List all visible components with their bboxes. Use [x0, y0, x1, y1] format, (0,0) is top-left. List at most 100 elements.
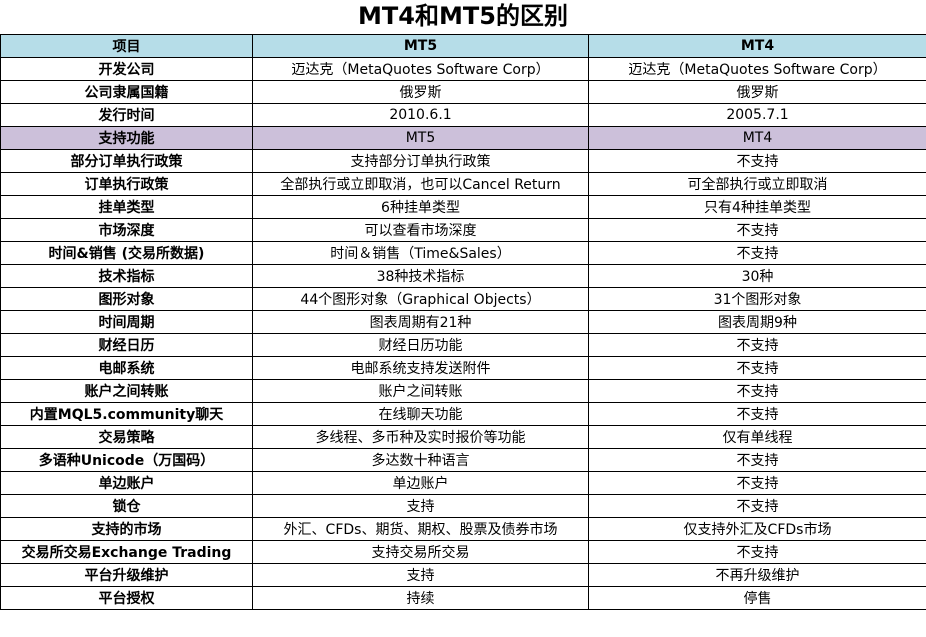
mt4-cell: 可全部执行或立即取消: [588, 172, 926, 196]
mt4-cell: 只有4种挂单类型: [588, 195, 926, 219]
row-label: 挂单类型: [0, 195, 253, 219]
mt5-cell: 电邮系统支持发送附件: [252, 356, 589, 380]
row-label: 多语种Unicode（万国码）: [0, 448, 253, 472]
mt4-cell: 不支持: [588, 356, 926, 380]
header-mt4: MT4: [588, 34, 926, 58]
mt4-cell: 不支持: [588, 494, 926, 518]
mt4-cell: 2005.7.1: [588, 103, 926, 127]
row-label: 账户之间转账: [0, 379, 253, 403]
mt4-cell: 不支持: [588, 241, 926, 265]
mt5-cell: 多达数十种语言: [252, 448, 589, 472]
mt5-cell: 支持: [252, 563, 589, 587]
row-label: 开发公司: [0, 57, 253, 81]
row-label: 订单执行政策: [0, 172, 253, 196]
table-row: 多语种Unicode（万国码） 多达数十种语言 不支持: [0, 448, 926, 472]
row-label: 公司隶属国籍: [0, 80, 253, 104]
mt4-cell: 30种: [588, 264, 926, 288]
row-label: 财经日历: [0, 333, 253, 357]
table-row: 开发公司 迈达克（MetaQuotes Software Corp） 迈达克（Met…: [0, 57, 926, 81]
mt4-cell: 不支持: [588, 402, 926, 426]
row-label: 时间周期: [0, 310, 253, 334]
table-row: 部分订单执行政策 支持部分订单执行政策 不支持: [0, 149, 926, 173]
table-row: 市场深度 可以查看市场深度 不支持: [0, 218, 926, 242]
table-row: 财经日历 财经日历功能 不支持: [0, 333, 926, 357]
row-label: 交易策略: [0, 425, 253, 449]
mt5-cell: 财经日历功能: [252, 333, 589, 357]
mt5-cell: 单边账户: [252, 471, 589, 495]
mt4-cell: 俄罗斯: [588, 80, 926, 104]
table-row: 发行时间 2010.6.1 2005.7.1: [0, 103, 926, 127]
mt5-cell: 38种技术指标: [252, 264, 589, 288]
page-title: MT4和MT5的区别: [358, 2, 568, 30]
table-header-row: 项目 MT5 MT4: [0, 34, 926, 58]
row-label: 交易所交易Exchange Trading: [0, 540, 253, 564]
mt5-cell: 在线聊天功能: [252, 402, 589, 426]
mt4-cell: 停售: [588, 586, 926, 610]
mt4-cell: 不支持: [588, 333, 926, 357]
mt5-cell: 时间＆销售（Time&Sales）: [252, 241, 589, 265]
row-label: 电邮系统: [0, 356, 253, 380]
row-label: 技术指标: [0, 264, 253, 288]
table-row: 公司隶属国籍 俄罗斯 俄罗斯: [0, 80, 926, 104]
comparison-table: 项目 MT5 MT4 开发公司 迈达克（MetaQuotes Software C…: [0, 34, 926, 610]
mt5-cell: 迈达克（MetaQuotes Software Corp）: [252, 57, 589, 81]
row-label: 平台升级维护: [0, 563, 253, 587]
table-row: 平台授权 持续 停售: [0, 586, 926, 610]
mt4-cell: 不支持: [588, 471, 926, 495]
table-row: 技术指标 38种技术指标 30种: [0, 264, 926, 288]
table-row: 挂单类型 6种挂单类型 只有4种挂单类型: [0, 195, 926, 219]
mt5-cell: MT5: [252, 126, 589, 150]
mt5-cell: 2010.6.1: [252, 103, 589, 127]
row-label: 支持功能: [0, 126, 253, 150]
mt4-cell: 不支持: [588, 448, 926, 472]
table-row: 平台升级维护 支持 不再升级维护: [0, 563, 926, 587]
row-label: 时间&销售 (交易所数据): [0, 241, 253, 265]
row-label: 单边账户: [0, 471, 253, 495]
mt4-cell: 31个图形对象: [588, 287, 926, 311]
mt5-cell: 外汇、CFDs、期货、期权、股票及债券市场: [252, 517, 589, 541]
mt5-cell: 44个图形对象（Graphical Objects）: [252, 287, 589, 311]
header-mt5: MT5: [252, 34, 589, 58]
table-row: 图形对象 44个图形对象（Graphical Objects） 31个图形对象: [0, 287, 926, 311]
row-label: 支持的市场: [0, 517, 253, 541]
mt4-cell: 不再升级维护: [588, 563, 926, 587]
row-label: 部分订单执行政策: [0, 149, 253, 173]
mt4-cell: 仅有单线程: [588, 425, 926, 449]
mt4-cell: 不支持: [588, 379, 926, 403]
table-row: 时间周期 图表周期有21种 图表周期9种: [0, 310, 926, 334]
row-label: 发行时间: [0, 103, 253, 127]
table-row: 支持的市场 外汇、CFDs、期货、期权、股票及债券市场 仅支持外汇及CFDs市场: [0, 517, 926, 541]
mt4-cell: 不支持: [588, 149, 926, 173]
mt5-cell: 俄罗斯: [252, 80, 589, 104]
table-row: 锁仓 支持 不支持: [0, 494, 926, 518]
mt5-cell: 支持部分订单执行政策: [252, 149, 589, 173]
row-label: 图形对象: [0, 287, 253, 311]
row-label: 市场深度: [0, 218, 253, 242]
table-row: 内置MQL5.community聊天 在线聊天功能 不支持: [0, 402, 926, 426]
row-label: 锁仓: [0, 494, 253, 518]
mt5-cell: 持续: [252, 586, 589, 610]
mt5-cell: 6种挂单类型: [252, 195, 589, 219]
mt5-cell: 支持交易所交易: [252, 540, 589, 564]
header-item: 项目: [0, 34, 253, 58]
mt4-cell: 不支持: [588, 218, 926, 242]
row-label: 平台授权: [0, 586, 253, 610]
table-row: 账户之间转账 账户之间转账 不支持: [0, 379, 926, 403]
mt4-cell: 图表周期9种: [588, 310, 926, 334]
mt5-cell: 多线程、多币种及实时报价等功能: [252, 425, 589, 449]
mt4-cell: MT4: [588, 126, 926, 150]
mt5-cell: 全部执行或立即取消，也可以Cancel Return: [252, 172, 589, 196]
table-row: 时间&销售 (交易所数据) 时间＆销售（Time&Sales） 不支持: [0, 241, 926, 265]
mt5-cell: 图表周期有21种: [252, 310, 589, 334]
table-row: 电邮系统 电邮系统支持发送附件 不支持: [0, 356, 926, 380]
section-row: 支持功能 MT5 MT4: [0, 126, 926, 150]
mt5-cell: 账户之间转账: [252, 379, 589, 403]
mt4-cell: 迈达克（MetaQuotes Software Corp）: [588, 57, 926, 81]
row-label: 内置MQL5.community聊天: [0, 402, 253, 426]
mt4-cell: 仅支持外汇及CFDs市场: [588, 517, 926, 541]
table-row: 单边账户 单边账户 不支持: [0, 471, 926, 495]
mt5-cell: 可以查看市场深度: [252, 218, 589, 242]
mt5-cell: 支持: [252, 494, 589, 518]
table-row: 订单执行政策 全部执行或立即取消，也可以Cancel Return 可全部执行或立即…: [0, 172, 926, 196]
table-body: 开发公司 迈达克（MetaQuotes Software Corp） 迈达克（Met…: [0, 57, 926, 610]
